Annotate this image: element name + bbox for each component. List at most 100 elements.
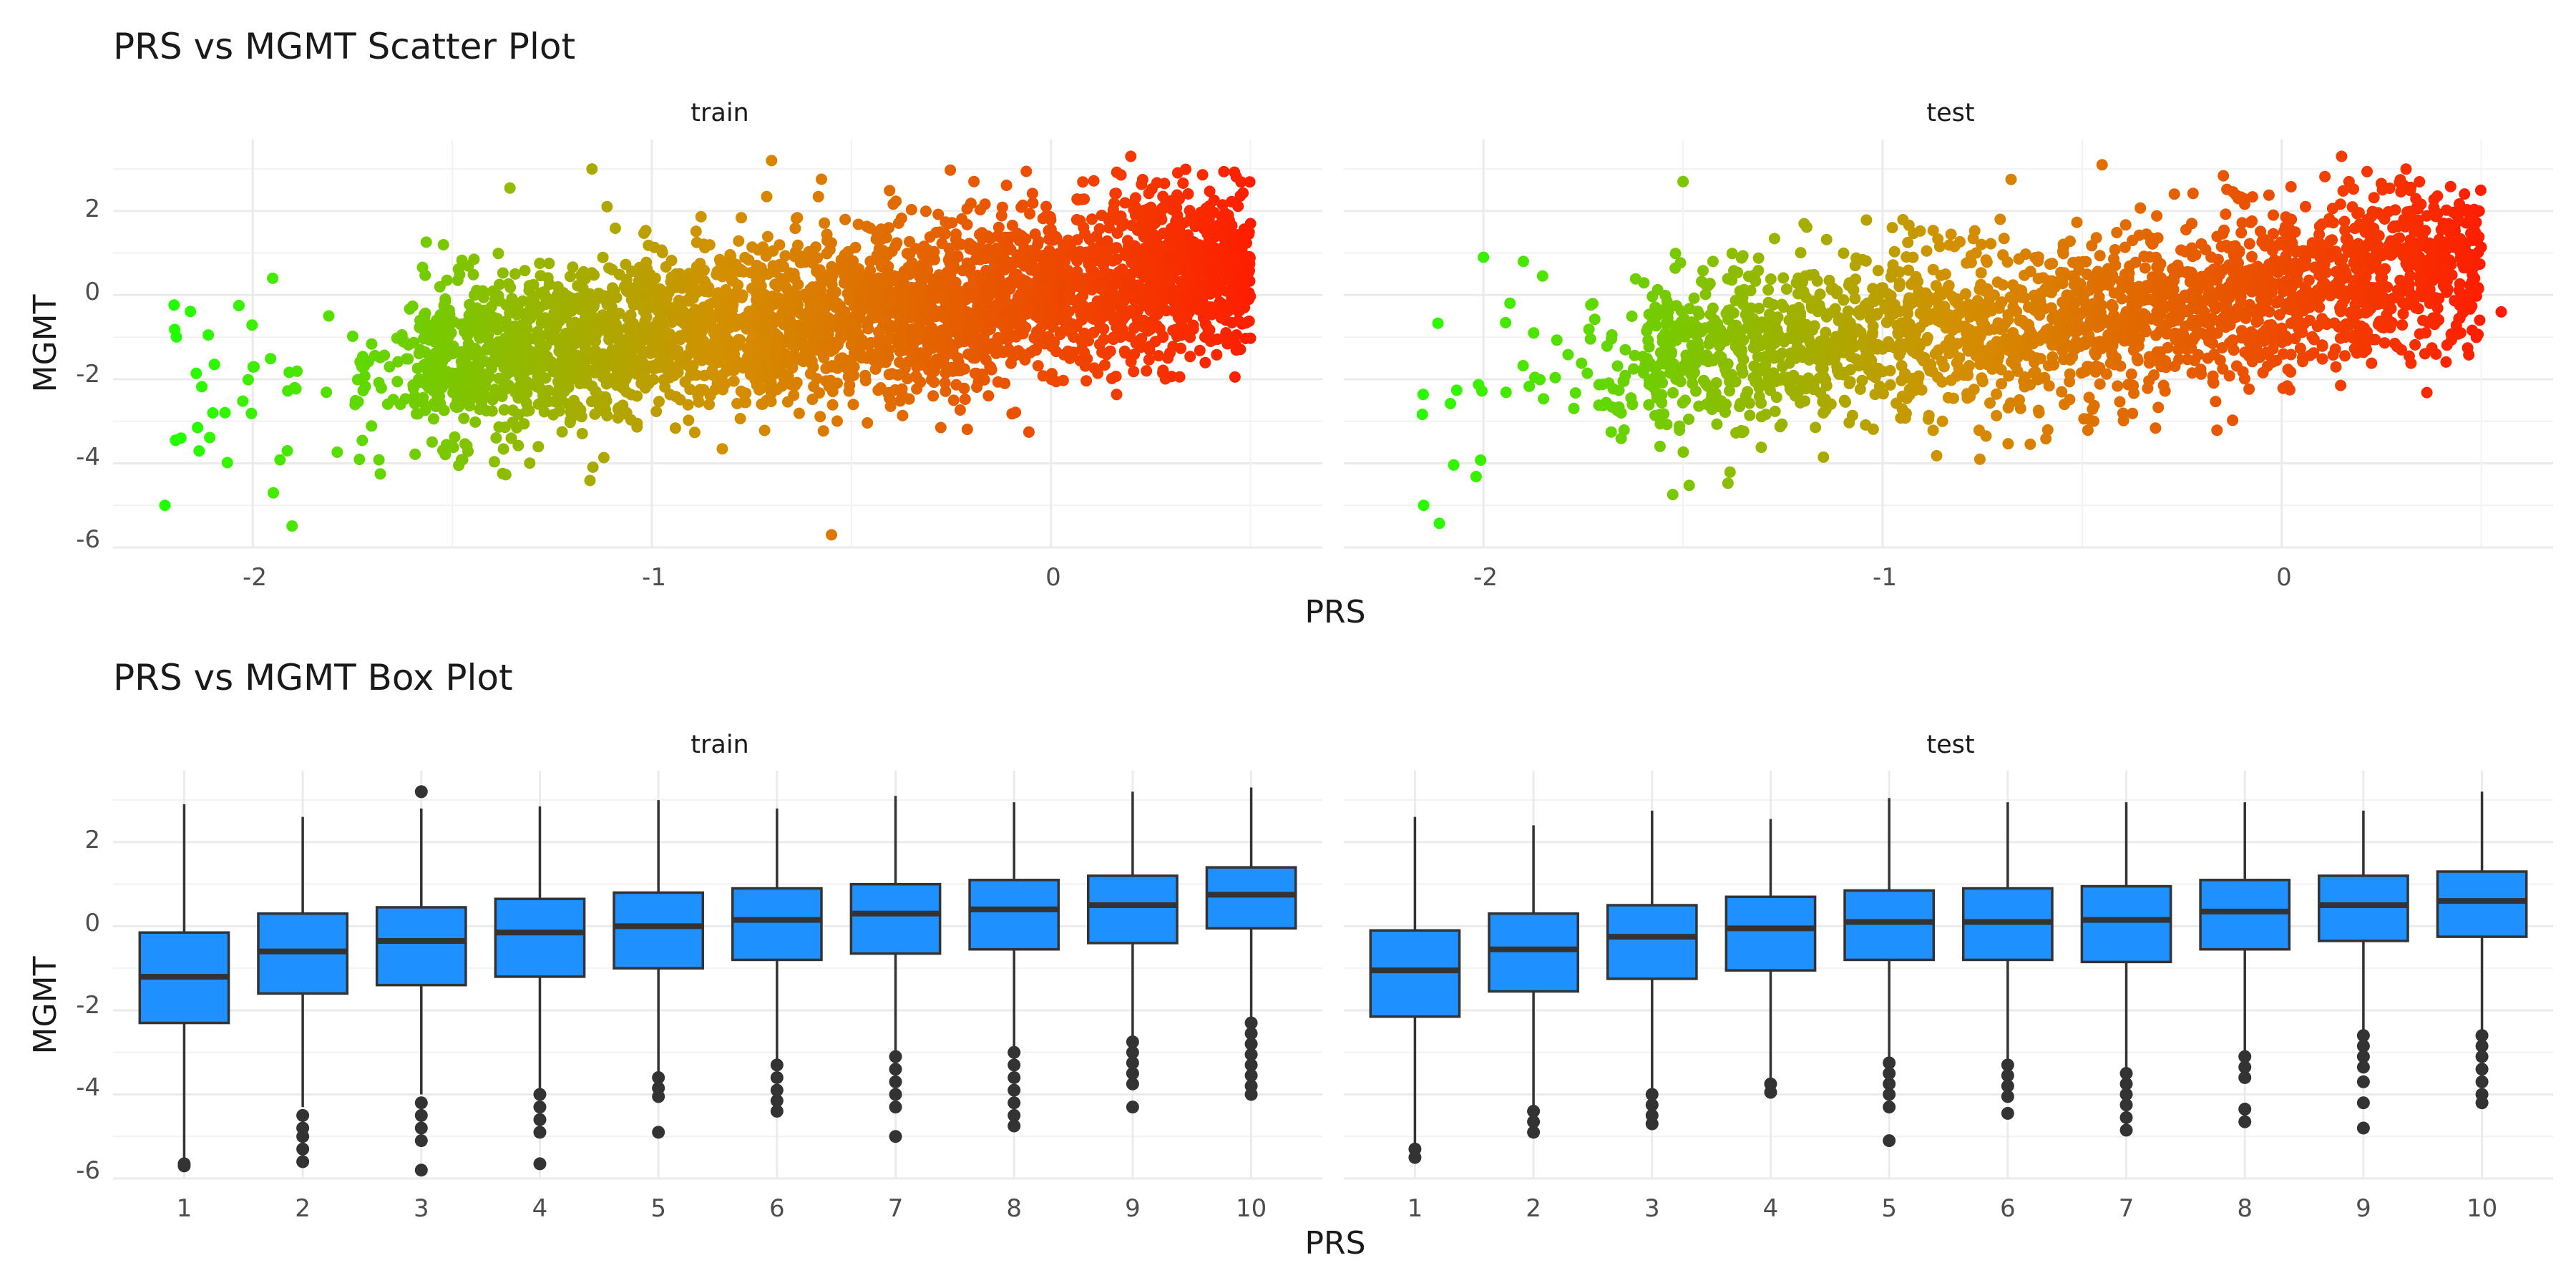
scatter-point — [542, 384, 555, 396]
scatter-point — [1088, 326, 1100, 338]
scatter-point — [2016, 285, 2028, 296]
scatter-point — [221, 457, 233, 469]
scatter-point — [587, 461, 599, 473]
scatter-point — [601, 200, 613, 213]
scatter-point — [921, 258, 933, 270]
scatter-point — [1059, 242, 1071, 254]
scatter-point — [968, 175, 980, 187]
scatter-point — [980, 353, 992, 366]
scatter-point — [1652, 283, 1664, 296]
scatter-point — [691, 236, 703, 248]
scatter-point — [841, 358, 853, 371]
scatter-point — [2168, 188, 2180, 200]
box-x-tick-label-test: 6 — [2000, 1194, 2016, 1223]
scatter-point — [1762, 284, 1775, 296]
scatter-point — [880, 232, 892, 244]
scatter-point — [1244, 291, 1257, 303]
scatter-point — [1850, 252, 1863, 264]
scatter-point — [1605, 426, 1617, 438]
scatter-point — [552, 376, 564, 388]
scatter-point — [883, 369, 895, 381]
scatter-point — [864, 222, 877, 234]
scatter-point — [950, 379, 962, 391]
scatter-point — [489, 338, 501, 351]
scatter-point — [1098, 323, 1110, 335]
scatter-point — [497, 443, 509, 455]
scatter-point — [1517, 360, 1529, 371]
scatter-point — [982, 390, 995, 402]
box-x-tick-label-train: 3 — [414, 1194, 429, 1223]
scatter-point — [978, 374, 990, 386]
scatter-point — [1232, 315, 1244, 327]
scatter-point — [436, 337, 448, 349]
scatter-point — [698, 350, 710, 361]
scatter-point — [1189, 288, 1201, 301]
scatter-point — [2186, 218, 2197, 230]
scatter-point — [375, 382, 387, 394]
scatter-point — [1991, 409, 2003, 421]
scatter-point — [1445, 398, 1456, 409]
scatter-point — [1241, 237, 1252, 249]
scatter-point — [1091, 255, 1103, 266]
scatter-point — [458, 412, 470, 424]
scatter-point — [408, 336, 420, 348]
scatter-point — [1814, 288, 1826, 301]
scatter-point — [1201, 330, 1213, 342]
scatter-point — [543, 278, 555, 291]
scatter-point — [1179, 326, 1191, 338]
scatter-point — [718, 265, 731, 277]
scatter-point — [950, 299, 962, 311]
scatter-point — [814, 411, 826, 423]
scatter-point — [992, 221, 1005, 233]
scatter-point — [1024, 208, 1036, 220]
scatter-point — [1208, 263, 1220, 275]
scatter-point — [501, 336, 513, 348]
scatter-point — [1074, 215, 1086, 227]
scatter-point — [856, 334, 868, 346]
scatter-point — [265, 353, 277, 365]
scatter-point — [411, 362, 424, 374]
scatter-point — [520, 397, 532, 409]
scatter-point — [832, 337, 844, 349]
scatter-point — [2207, 370, 2219, 382]
scatter-point — [664, 308, 676, 321]
scatter-point — [437, 239, 449, 250]
box-x-tick-label-train: 9 — [1125, 1194, 1141, 1223]
scatter-point — [810, 241, 822, 253]
scatter-point — [762, 299, 774, 311]
scatter-point — [1164, 275, 1176, 288]
scatter-point — [1179, 233, 1191, 245]
scatter-point — [2243, 238, 2255, 250]
scatter-point — [1020, 278, 1032, 291]
scatter-point — [703, 399, 716, 411]
scatter-point — [1125, 356, 1137, 368]
scatter-point — [412, 408, 424, 420]
scatter-point — [190, 367, 203, 379]
scatter-point — [1936, 415, 1948, 427]
scatter-point — [1722, 477, 1734, 489]
scatter-point — [949, 284, 961, 296]
scatter-point — [886, 275, 898, 287]
scatter-point — [1086, 213, 1098, 225]
scatter-point — [806, 343, 819, 355]
scatter-point — [2024, 438, 2036, 450]
scatter-point — [884, 400, 897, 412]
scatter-point — [915, 296, 927, 308]
scatter-point — [1037, 370, 1049, 382]
scatter-point — [894, 356, 906, 369]
scatter-point — [597, 251, 609, 263]
scatter-point — [1638, 277, 1650, 289]
scatter-point — [247, 361, 259, 373]
scatter-point — [1476, 385, 1488, 397]
scatter-point — [2133, 229, 2145, 241]
box-plot-title: PRS vs MGMT Box Plot — [113, 657, 513, 698]
scatter-point — [811, 265, 823, 278]
scatter-point — [963, 238, 975, 250]
scatter-point — [575, 411, 587, 423]
scatter-point — [521, 323, 533, 335]
scatter-point — [1128, 283, 1140, 295]
scatter-point — [882, 388, 894, 399]
scatter-y-tick-label: 2 — [84, 195, 100, 223]
box-x-tick-label-train: 5 — [650, 1194, 666, 1223]
